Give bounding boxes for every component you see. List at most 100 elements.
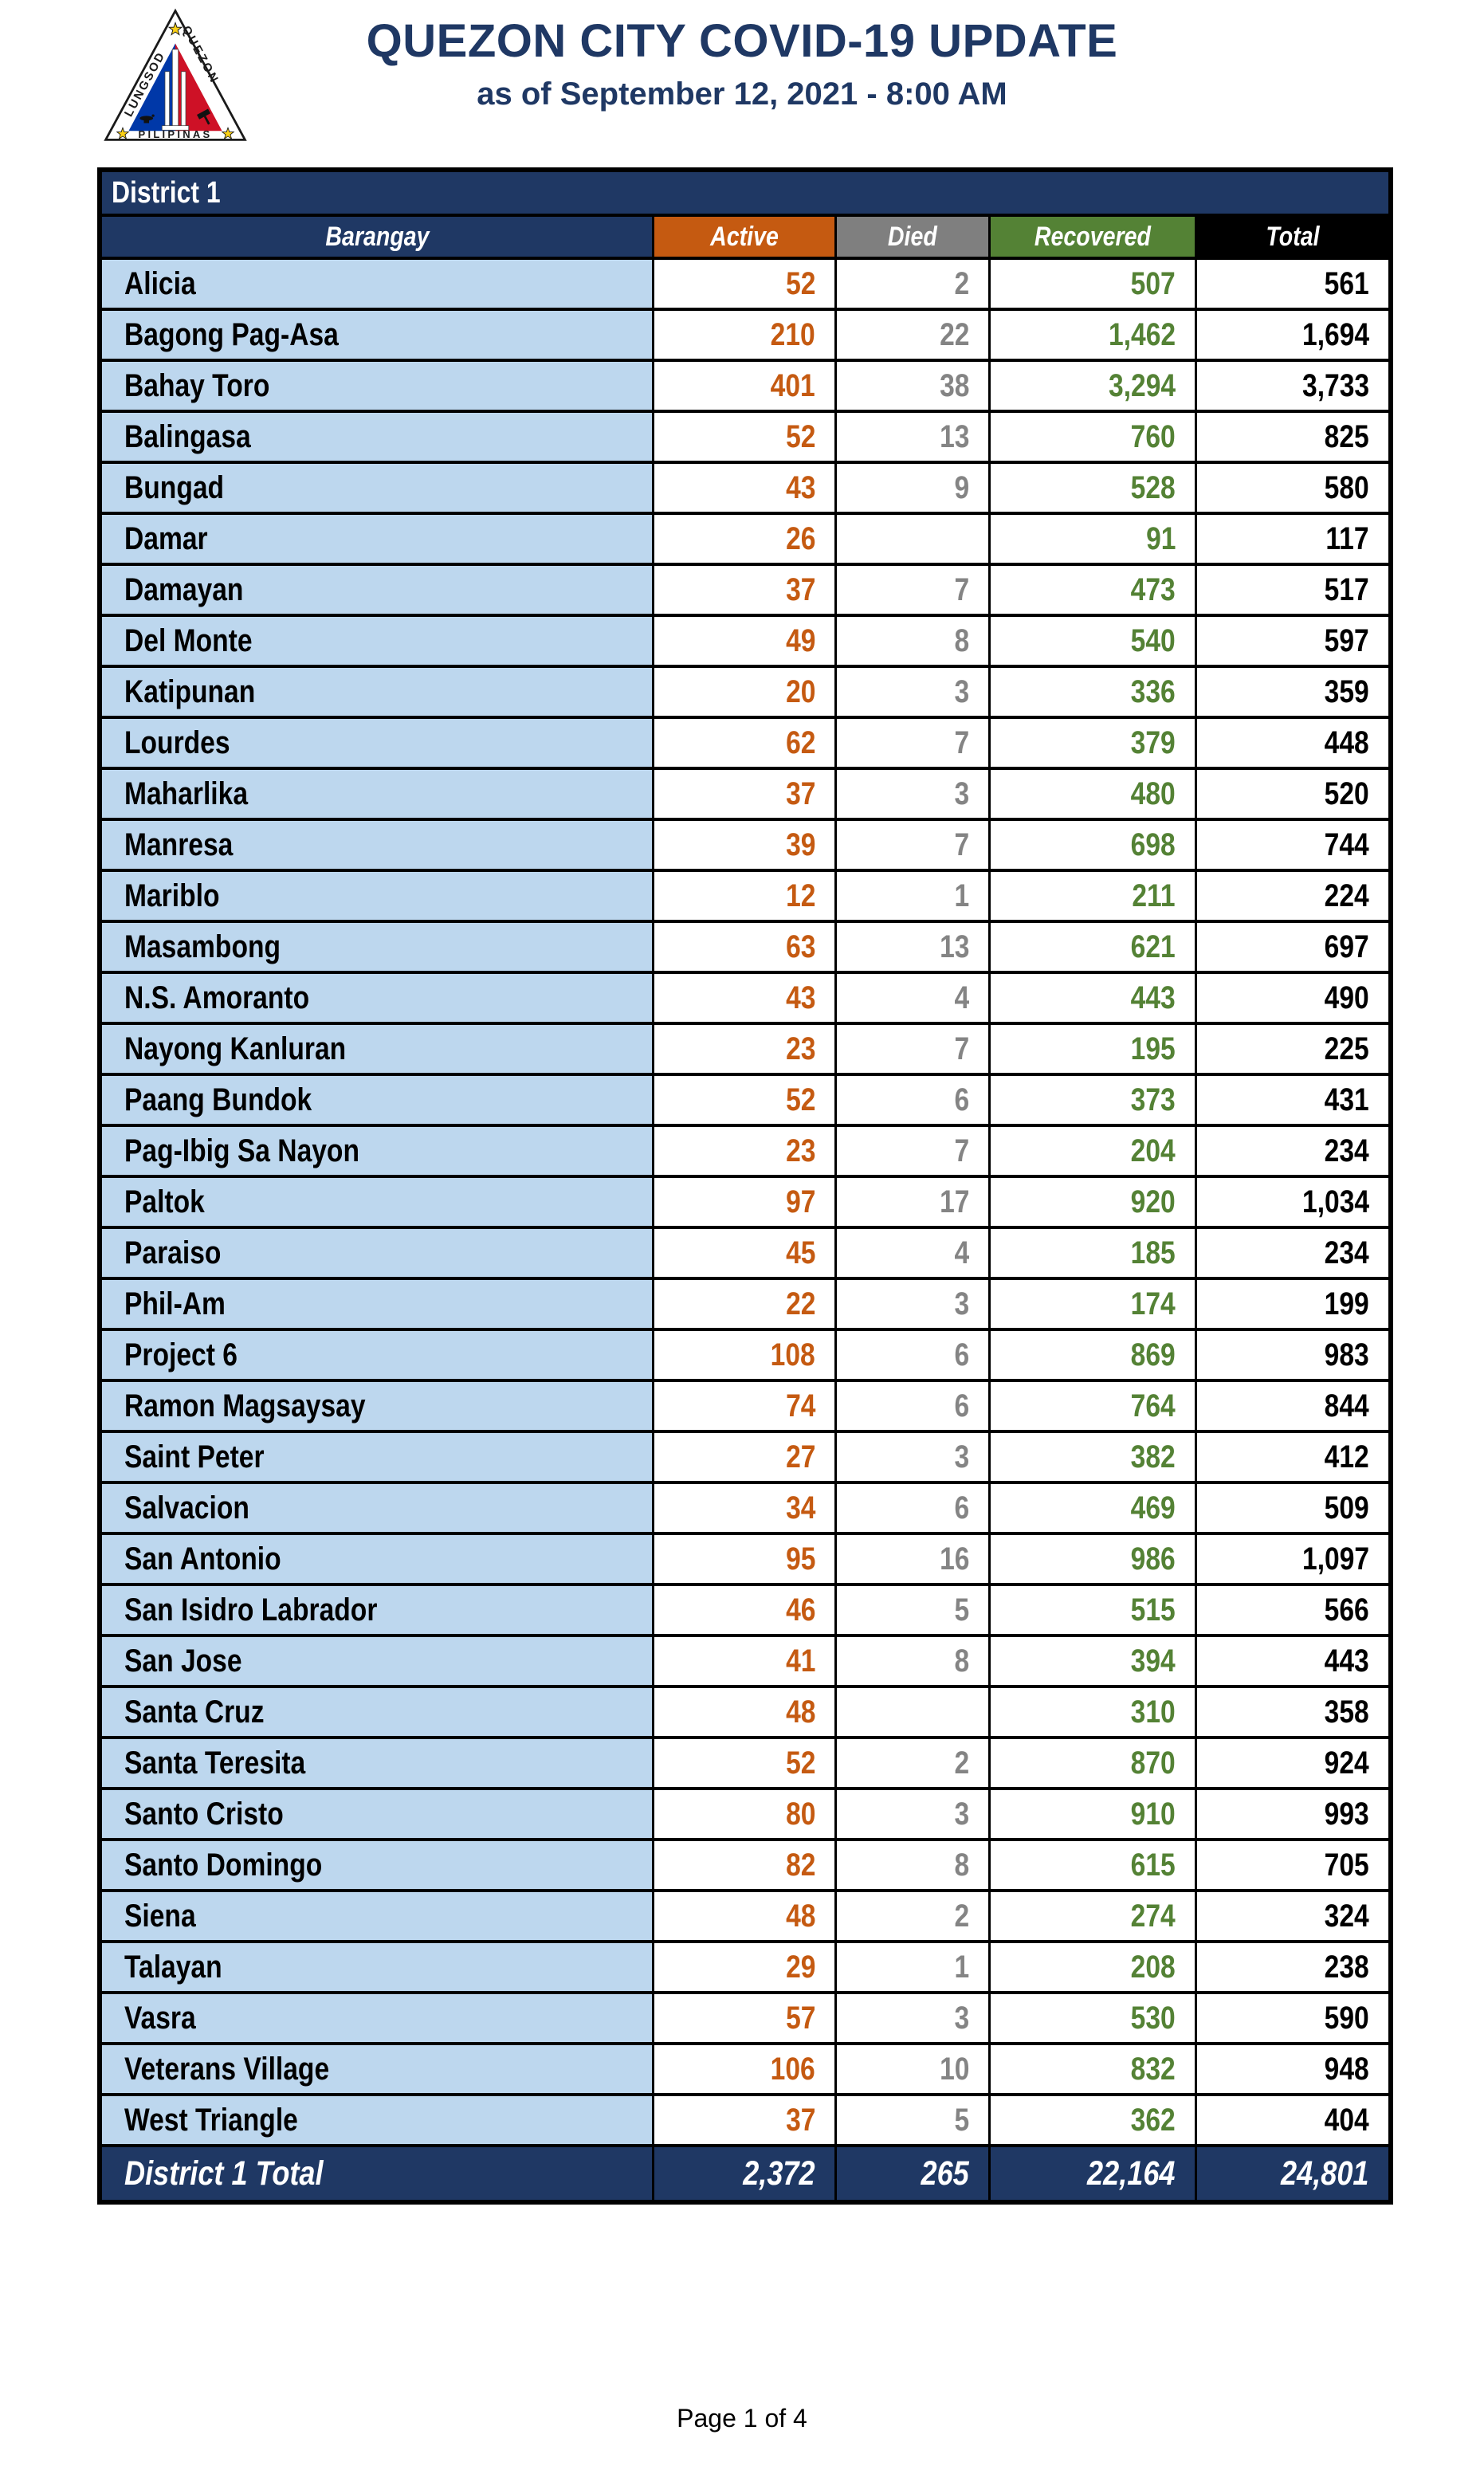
- total-count-cell: 358: [1197, 1688, 1388, 1736]
- barangay-name-cell: Manresa: [102, 821, 652, 869]
- page-subtitle: as of September 12, 2021 - 8:00 AM: [477, 76, 1007, 112]
- died-count-cell: 7: [837, 1127, 988, 1175]
- total-count-cell: 431: [1197, 1076, 1388, 1124]
- barangay-name-cell: San Isidro Labrador: [102, 1586, 652, 1634]
- recovered-count-cell: 910: [991, 1790, 1195, 1838]
- total-count-cell: 924: [1197, 1739, 1388, 1787]
- died-count-cell: [837, 515, 988, 563]
- recovered-count-cell: 540: [991, 617, 1195, 665]
- barangay-name-cell: Saint Peter: [102, 1433, 652, 1481]
- total-count-cell: 948: [1197, 2045, 1388, 2093]
- recovered-count-cell: 208: [991, 1943, 1195, 1991]
- total-count-cell: 1,097: [1197, 1535, 1388, 1583]
- total-count-cell: 697: [1197, 923, 1388, 971]
- total-count-cell: 825: [1197, 413, 1388, 461]
- total-count-cell: 199: [1197, 1280, 1388, 1328]
- barangay-name-cell: Santa Teresita: [102, 1739, 652, 1787]
- active-count-cell: 52: [654, 1739, 834, 1787]
- total-count-cell: 412: [1197, 1433, 1388, 1481]
- district-total-recovered: 22,164: [991, 2147, 1195, 2200]
- died-count-cell: 7: [837, 821, 988, 869]
- barangay-name-cell: Alicia: [102, 260, 652, 308]
- total-count-cell: 234: [1197, 1127, 1388, 1175]
- died-count-cell: 6: [837, 1382, 988, 1430]
- died-count-cell: 5: [837, 2096, 988, 2144]
- barangay-name-cell: Damayan: [102, 566, 652, 614]
- barangay-name-cell: Mariblo: [102, 872, 652, 920]
- died-count-cell: 3: [837, 1280, 988, 1328]
- active-count-cell: 37: [654, 566, 834, 614]
- qc-seal-logo: LUNGSOD QUEZON PILIPINAS: [104, 8, 247, 141]
- active-count-cell: 39: [654, 821, 834, 869]
- total-count-cell: 705: [1197, 1841, 1388, 1889]
- active-count-cell: 106: [654, 2045, 834, 2093]
- barangay-name-cell: Ramon Magsaysay: [102, 1382, 652, 1430]
- recovered-count-cell: 373: [991, 1076, 1195, 1124]
- total-count-cell: 224: [1197, 872, 1388, 920]
- header: QUEZON CITY COVID-19 UPDATE as of Septem…: [0, 16, 1484, 112]
- active-count-cell: 62: [654, 719, 834, 767]
- recovered-count-cell: 336: [991, 668, 1195, 716]
- total-count-cell: 234: [1197, 1229, 1388, 1277]
- recovered-count-cell: 760: [991, 413, 1195, 461]
- district-header: District 1: [102, 172, 1388, 214]
- active-count-cell: 23: [654, 1127, 834, 1175]
- active-count-cell: 97: [654, 1178, 834, 1226]
- total-count-cell: 3,733: [1197, 362, 1388, 410]
- total-count-cell: 225: [1197, 1025, 1388, 1073]
- died-count-cell: 2: [837, 1892, 988, 1940]
- total-count-cell: 520: [1197, 770, 1388, 818]
- active-count-cell: 74: [654, 1382, 834, 1430]
- barangay-name-cell: West Triangle: [102, 2096, 652, 2144]
- recovered-count-cell: 91: [991, 515, 1195, 563]
- column-header-total: Total: [1197, 217, 1388, 257]
- died-count-cell: 3: [837, 770, 988, 818]
- recovered-count-cell: 986: [991, 1535, 1195, 1583]
- died-count-cell: 13: [837, 923, 988, 971]
- barangay-name-cell: Nayong Kanluran: [102, 1025, 652, 1073]
- total-count-cell: 443: [1197, 1637, 1388, 1685]
- died-count-cell: 2: [837, 1739, 988, 1787]
- total-count-cell: 993: [1197, 1790, 1388, 1838]
- recovered-count-cell: 480: [991, 770, 1195, 818]
- recovered-count-cell: 185: [991, 1229, 1195, 1277]
- recovered-count-cell: 310: [991, 1688, 1195, 1736]
- total-count-cell: 580: [1197, 464, 1388, 512]
- died-count-cell: 6: [837, 1484, 988, 1532]
- total-count-cell: 238: [1197, 1943, 1388, 1991]
- active-count-cell: 63: [654, 923, 834, 971]
- active-count-cell: 49: [654, 617, 834, 665]
- recovered-count-cell: 920: [991, 1178, 1195, 1226]
- recovered-count-cell: 621: [991, 923, 1195, 971]
- barangay-name-cell: Paraiso: [102, 1229, 652, 1277]
- recovered-count-cell: 869: [991, 1331, 1195, 1379]
- barangay-name-cell: Katipunan: [102, 668, 652, 716]
- recovered-count-cell: 528: [991, 464, 1195, 512]
- barangay-name-cell: Bagong Pag-Asa: [102, 311, 652, 359]
- barangay-name-cell: Lourdes: [102, 719, 652, 767]
- district-total-active: 2,372: [654, 2147, 834, 2200]
- active-count-cell: 57: [654, 1994, 834, 2042]
- died-count-cell: 3: [837, 1994, 988, 2042]
- total-count-cell: 448: [1197, 719, 1388, 767]
- page-footer: Page 1 of 4: [677, 2404, 807, 2433]
- active-count-cell: 46: [654, 1586, 834, 1634]
- died-count-cell: 3: [837, 1433, 988, 1481]
- active-count-cell: 210: [654, 311, 834, 359]
- active-count-cell: 23: [654, 1025, 834, 1073]
- active-count-cell: 108: [654, 1331, 834, 1379]
- recovered-count-cell: 530: [991, 1994, 1195, 2042]
- died-count-cell: 7: [837, 719, 988, 767]
- active-count-cell: 37: [654, 770, 834, 818]
- barangay-name-cell: Balingasa: [102, 413, 652, 461]
- recovered-count-cell: 1,462: [991, 311, 1195, 359]
- active-count-cell: 48: [654, 1688, 834, 1736]
- seal-gavel-icon: [197, 108, 211, 125]
- total-count-cell: 590: [1197, 1994, 1388, 2042]
- active-count-cell: 43: [654, 974, 834, 1022]
- died-count-cell: 5: [837, 1586, 988, 1634]
- died-count-cell: 8: [837, 617, 988, 665]
- barangay-name-cell: Santa Cruz: [102, 1688, 652, 1736]
- barangay-name-cell: Veterans Village: [102, 2045, 652, 2093]
- died-count-cell: 9: [837, 464, 988, 512]
